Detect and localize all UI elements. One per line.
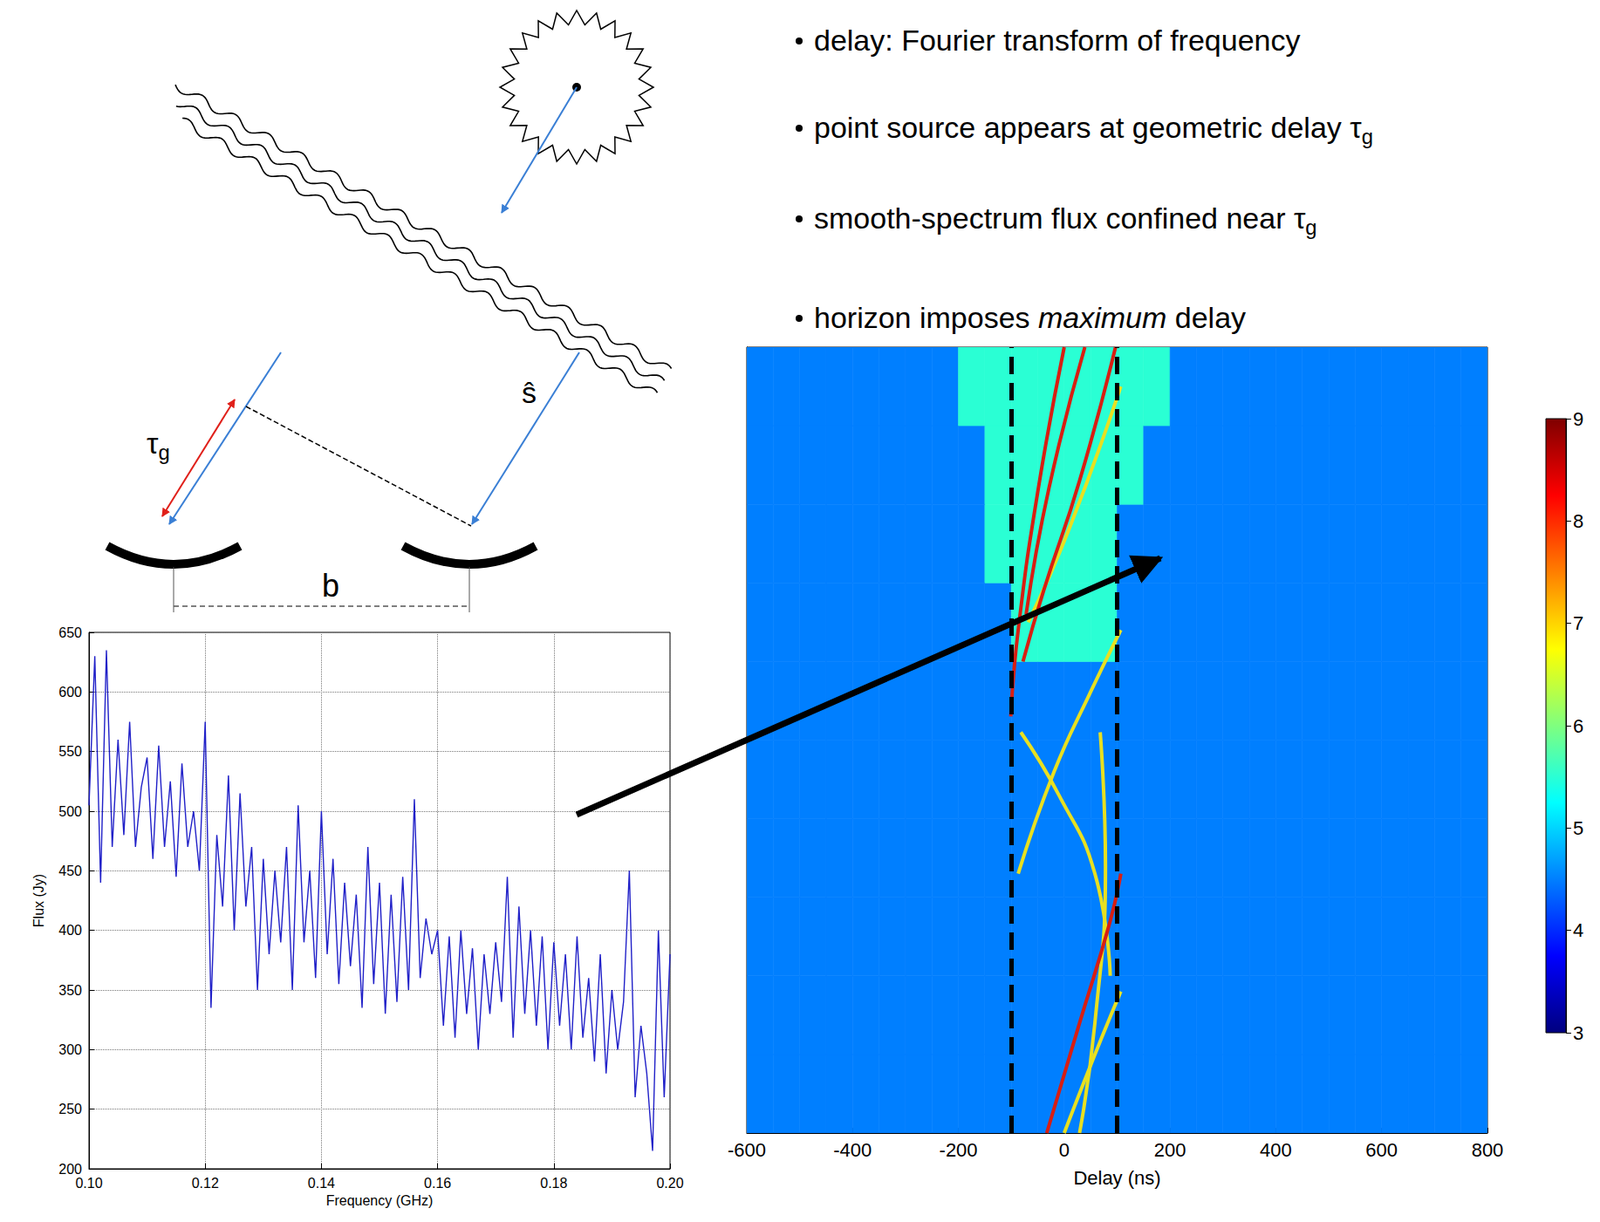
svg-text:4: 4: [1572, 919, 1584, 942]
svg-text:ŝ: ŝ: [521, 376, 537, 410]
svg-text:0.20: 0.20: [656, 1176, 684, 1191]
svg-text:400: 400: [58, 923, 83, 938]
svg-text:800: 800: [1471, 1139, 1505, 1162]
svg-text:7: 7: [1572, 612, 1584, 635]
svg-text:5: 5: [1572, 817, 1584, 840]
svg-text:-600: -600: [727, 1139, 766, 1162]
svg-text:Flux (Jy): Flux (Jy): [31, 874, 47, 928]
svg-text:200: 200: [58, 1162, 83, 1177]
svg-text:Frequency (GHz): Frequency (GHz): [326, 1193, 434, 1209]
svg-text:650: 650: [58, 625, 83, 641]
svg-text:b: b: [321, 567, 340, 604]
svg-text:9: 9: [1572, 408, 1584, 431]
svg-text:-200: -200: [939, 1139, 978, 1162]
svg-text:200: 200: [1154, 1139, 1187, 1162]
svg-text:0.10: 0.10: [75, 1176, 103, 1191]
svg-text:250: 250: [58, 1101, 83, 1117]
svg-text:6: 6: [1572, 715, 1584, 738]
svg-text:350: 350: [58, 983, 83, 999]
svg-text:Delay (ns): Delay (ns): [1073, 1167, 1161, 1190]
svg-text:8: 8: [1572, 510, 1584, 533]
svg-text:600: 600: [58, 684, 83, 700]
svg-text:400: 400: [1259, 1139, 1293, 1162]
svg-text:0.18: 0.18: [540, 1176, 568, 1191]
svg-text:0: 0: [1059, 1139, 1070, 1162]
svg-text:600: 600: [1365, 1139, 1398, 1162]
svg-text:300: 300: [58, 1042, 83, 1058]
svg-text:0.12: 0.12: [191, 1176, 219, 1191]
svg-text:500: 500: [58, 804, 83, 820]
svg-text:-400: -400: [833, 1139, 872, 1162]
svg-text:450: 450: [58, 863, 83, 879]
svg-text:0.14: 0.14: [307, 1176, 336, 1191]
svg-text:smooth-spectrum flux confined: smooth-spectrum flux confined near τg: [813, 201, 1318, 240]
svg-text:550: 550: [58, 744, 83, 759]
svg-text:3: 3: [1572, 1022, 1584, 1045]
svg-text:0.16: 0.16: [423, 1176, 452, 1191]
svg-text:τg: τg: [146, 426, 171, 465]
svg-text:horizon imposes maximum delay: horizon imposes maximum delay: [813, 300, 1246, 335]
svg-text:delay: Fourier transform of fr: delay: Fourier transform of frequency: [813, 23, 1300, 57]
svg-text:point source appears at geomet: point source appears at geometric delay …: [813, 110, 1374, 149]
